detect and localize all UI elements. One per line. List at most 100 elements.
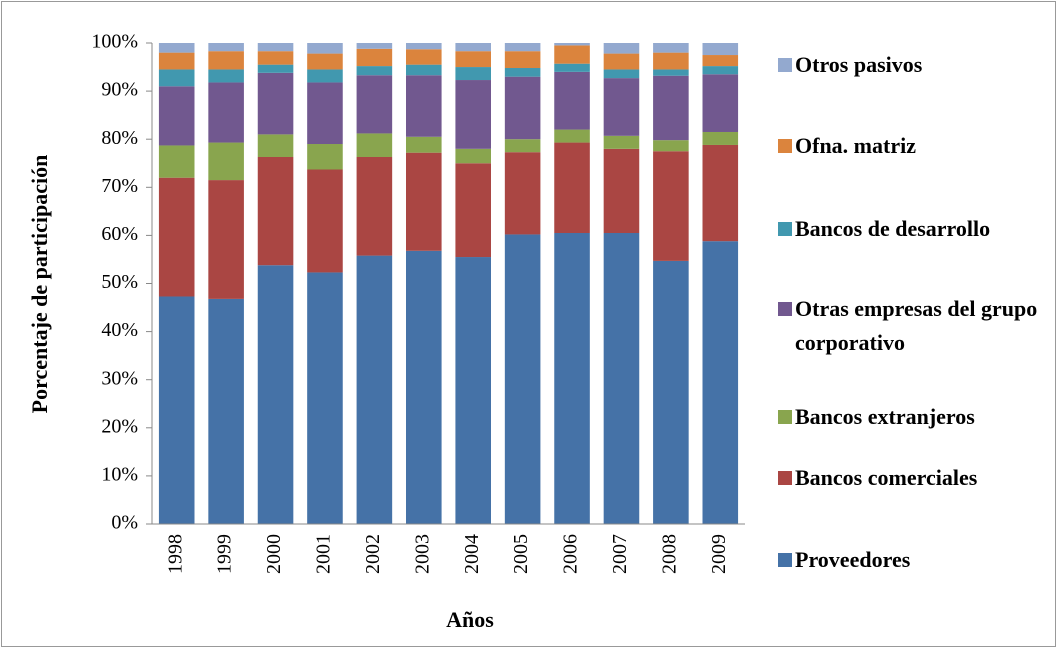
legend-item: Otras empresas del grupo corporativo xyxy=(778,292,1048,360)
bar-segment xyxy=(455,67,491,81)
y-tick-label: 90% xyxy=(101,79,138,101)
bar-segment xyxy=(702,43,739,56)
legend-swatch xyxy=(778,58,792,72)
bar-segment xyxy=(603,232,640,524)
bar-segment xyxy=(356,133,393,157)
bar-segment xyxy=(356,66,393,76)
bar-segment xyxy=(307,82,343,145)
bar-segment xyxy=(257,134,294,157)
bar-segment xyxy=(653,69,689,76)
legend-item: Bancos de desarrollo xyxy=(778,212,1048,246)
bar-segment xyxy=(554,43,590,46)
bar-segment xyxy=(208,82,244,143)
legend-swatch xyxy=(778,410,792,424)
bar-segment xyxy=(554,71,590,130)
y-tick-label: 20% xyxy=(101,415,138,437)
legend-item: Ofna. matriz xyxy=(778,129,1048,163)
bar-segment xyxy=(257,43,294,52)
bar-segment xyxy=(208,69,244,83)
bar-segment xyxy=(208,180,244,299)
legend-label: Bancos de desarrollo xyxy=(795,216,991,241)
bar-segment xyxy=(158,52,195,70)
bar-segment xyxy=(702,241,739,524)
bar-segment xyxy=(554,45,590,64)
legend-item: Proveedores xyxy=(778,543,1048,577)
legend-label: Bancos extranjeros xyxy=(795,404,975,429)
bar-segment xyxy=(603,69,640,79)
bar-segment xyxy=(504,68,541,77)
bar-segment xyxy=(356,156,393,256)
x-tick-label: 1999 xyxy=(214,534,236,574)
legend-label: Otras empresas del grupo corporativo xyxy=(795,296,1038,355)
bar-segment xyxy=(158,69,195,87)
bar-segment xyxy=(208,142,244,181)
legend-label: Otros pasivos xyxy=(795,52,923,77)
bar-segment xyxy=(158,296,195,524)
y-tick-label: 50% xyxy=(101,271,138,293)
bar-segment xyxy=(356,255,393,525)
bar-segment xyxy=(406,64,442,76)
bar-segment xyxy=(653,260,689,524)
bar-segment xyxy=(406,250,442,525)
x-tick-label: 2005 xyxy=(510,534,532,574)
bar-segment xyxy=(257,51,294,65)
x-tick-label: 2007 xyxy=(609,534,631,574)
bar-segment xyxy=(208,51,244,70)
x-tick-label: 2000 xyxy=(263,534,285,574)
bar-segment xyxy=(504,76,541,140)
bar-segment xyxy=(504,234,541,525)
bar-segment xyxy=(702,74,739,132)
bar-segment xyxy=(603,148,640,233)
bar-segment xyxy=(356,43,393,49)
legend-label: Proveedores xyxy=(795,547,911,572)
bar-segment xyxy=(455,163,491,258)
x-tick-label: 2004 xyxy=(461,534,483,574)
bar-segment xyxy=(653,43,689,53)
x-tick-label: 2009 xyxy=(708,534,730,574)
x-tick-label: 2006 xyxy=(560,534,582,574)
y-tick-label: 30% xyxy=(101,367,138,389)
bar-segment xyxy=(653,52,689,70)
bar-segment xyxy=(307,43,343,54)
bar-segment xyxy=(504,43,541,52)
bar-segment xyxy=(406,152,442,251)
bar-segment xyxy=(406,43,442,50)
legend-swatch xyxy=(778,139,792,153)
bar-segment xyxy=(208,43,244,52)
bar-segment xyxy=(208,298,244,524)
bar-segment xyxy=(307,53,343,70)
x-axis-title: Años xyxy=(446,607,494,632)
bar-segment xyxy=(702,55,739,67)
bar-segment xyxy=(702,144,739,242)
y-tick-label: 100% xyxy=(91,31,138,53)
bar-segment xyxy=(406,136,442,153)
x-tick-label: 2002 xyxy=(362,534,384,574)
bar-segment xyxy=(257,265,294,524)
bar-segment xyxy=(455,257,491,524)
bar-segment xyxy=(307,69,343,83)
bar-segment xyxy=(158,145,195,178)
legend-item: Otros pasivos xyxy=(778,48,1048,82)
bar-segment xyxy=(554,63,590,72)
x-tick-label: 1998 xyxy=(164,534,186,574)
y-axis-title: Porcentaje de participación xyxy=(27,155,52,414)
y-tick-label: 0% xyxy=(111,512,138,534)
bar-segment xyxy=(603,78,640,136)
bar-segment xyxy=(158,43,195,53)
bar-segment xyxy=(356,48,393,67)
y-tick-label: 60% xyxy=(101,223,138,245)
x-tick-label: 2001 xyxy=(313,534,335,574)
bar-segment xyxy=(455,148,491,164)
bar-segment xyxy=(257,64,294,73)
bar-segment xyxy=(504,139,541,153)
bar-segment xyxy=(554,142,590,233)
legend-item: Bancos comerciales xyxy=(778,461,1048,495)
bar-segment xyxy=(455,80,491,149)
bar-segment xyxy=(603,135,640,149)
legend-label: Ofna. matriz xyxy=(795,133,916,158)
bar-segment xyxy=(603,53,640,70)
bar-segment xyxy=(455,51,491,68)
legend-item: Bancos extranjeros xyxy=(778,400,1048,434)
